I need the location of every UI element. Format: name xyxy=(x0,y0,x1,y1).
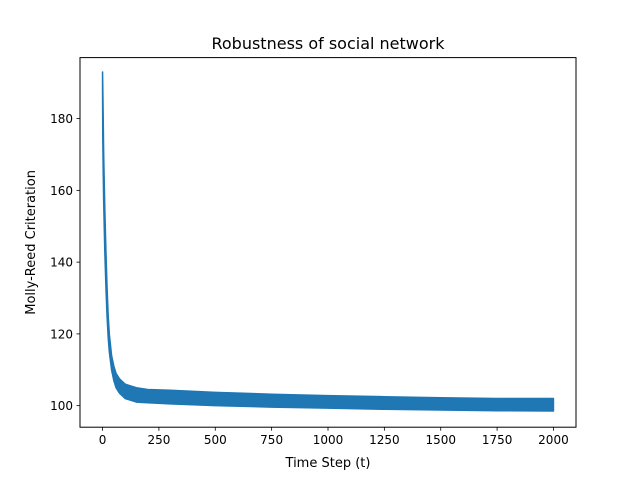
x-axis-label: Time Step (t) xyxy=(285,456,371,471)
x-axis-ticks: 0 250 500 750 1000 1250 1500 1750 2000 xyxy=(99,427,569,447)
y-tick-label: 100 xyxy=(50,399,73,413)
x-tick-label: 1000 xyxy=(313,433,344,447)
series-layer xyxy=(101,71,555,412)
x-tick-label: 1500 xyxy=(425,433,456,447)
x-tick-label: 0 xyxy=(99,433,107,447)
y-tick-label: 180 xyxy=(50,112,73,126)
x-tick-label: 2000 xyxy=(538,433,569,447)
y-tick-label: 160 xyxy=(50,184,73,198)
x-tick-label: 500 xyxy=(204,433,227,447)
series-band-0 xyxy=(101,71,555,412)
x-tick-label: 750 xyxy=(260,433,283,447)
y-tick-label: 140 xyxy=(50,256,73,270)
y-axis-label: Molly-Reed Criteration xyxy=(24,170,39,315)
x-tick-label: 1250 xyxy=(369,433,400,447)
x-tick-label: 250 xyxy=(147,433,170,447)
chart-title: Robustness of social network xyxy=(211,34,445,53)
y-axis-ticks: 100 120 140 160 180 xyxy=(50,112,80,413)
x-tick-label: 1750 xyxy=(482,433,513,447)
y-tick-label: 120 xyxy=(50,327,73,341)
